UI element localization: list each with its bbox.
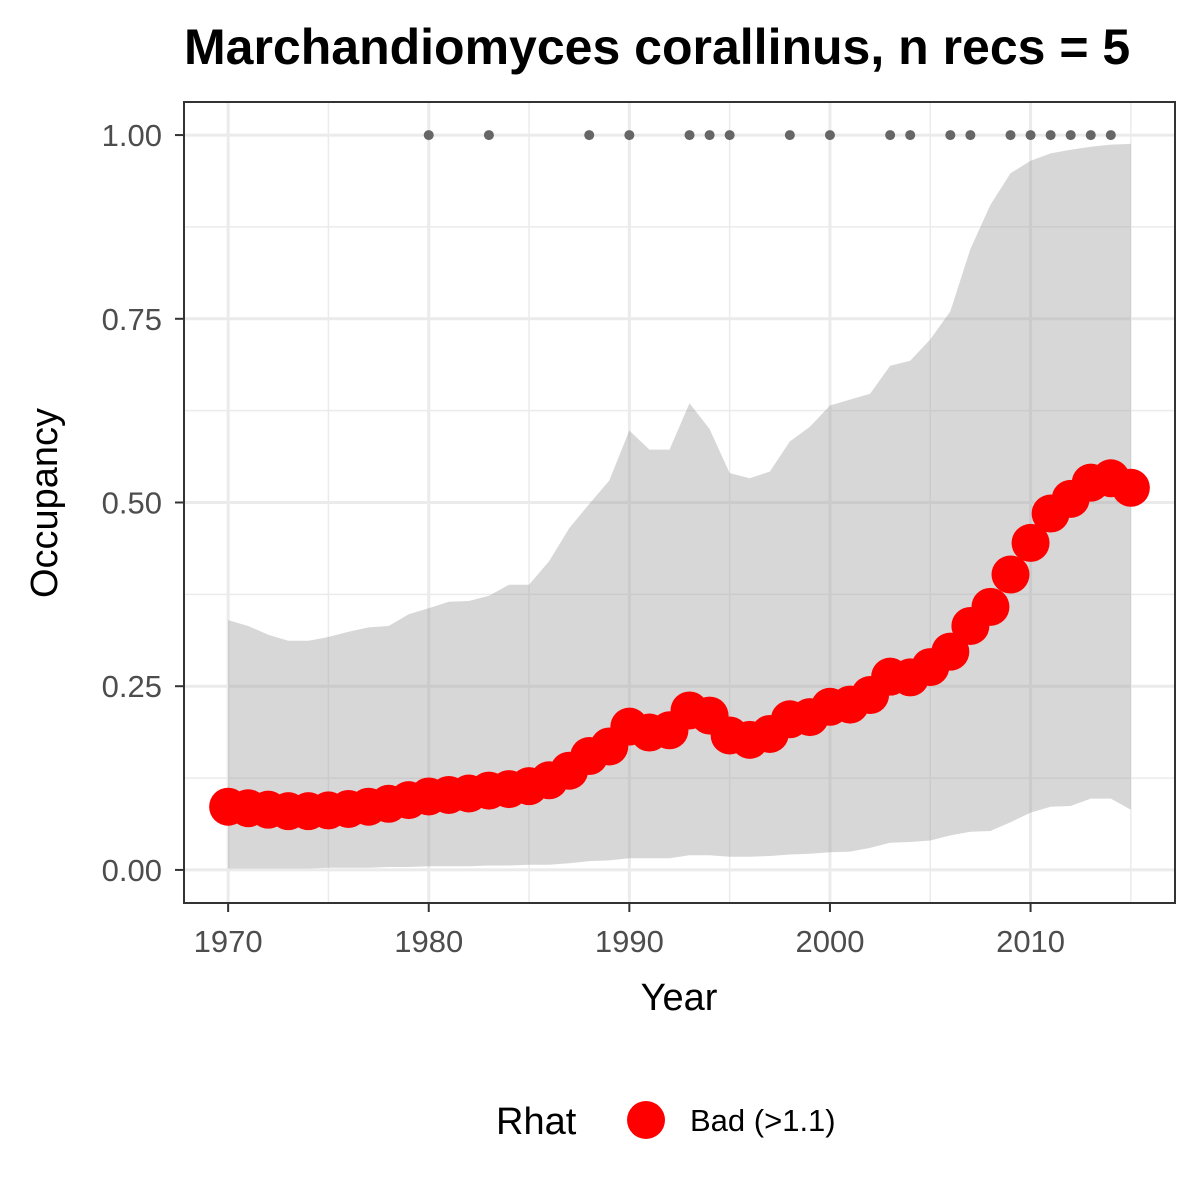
record-point bbox=[1105, 130, 1116, 141]
record-point bbox=[684, 130, 695, 141]
x-tick-label: 1970 bbox=[194, 924, 263, 959]
record-points bbox=[423, 130, 1116, 141]
occupancy-point bbox=[1111, 468, 1150, 507]
y-tick-label: 1.00 bbox=[102, 118, 162, 153]
record-point bbox=[624, 130, 635, 141]
record-point bbox=[1065, 130, 1076, 141]
x-axis-title: Year bbox=[641, 977, 718, 1019]
y-tick-label: 0.25 bbox=[102, 669, 162, 704]
legend-title: Rhat bbox=[496, 1101, 577, 1143]
y-tick-label: 0.75 bbox=[102, 302, 162, 337]
record-point bbox=[704, 130, 715, 141]
x-tick-label: 1980 bbox=[394, 924, 463, 959]
y-axis-title: Occupancy bbox=[24, 408, 66, 598]
occupancy-point bbox=[971, 587, 1010, 626]
record-point bbox=[905, 130, 916, 141]
occupancy-point bbox=[1011, 523, 1050, 562]
legend-key-bad bbox=[627, 1101, 665, 1139]
occupancy-point bbox=[991, 555, 1030, 594]
y-tick-label: 0.50 bbox=[102, 486, 162, 521]
occupancy-point bbox=[931, 632, 970, 671]
record-point bbox=[1045, 130, 1056, 141]
record-point bbox=[483, 130, 494, 141]
x-tick-label: 2010 bbox=[996, 924, 1065, 959]
record-point bbox=[945, 130, 956, 141]
y-tick-label: 0.00 bbox=[102, 853, 162, 888]
record-point bbox=[824, 130, 835, 141]
record-point bbox=[1025, 130, 1036, 141]
record-point bbox=[584, 130, 595, 141]
legend: Rhat Bad (>1.1) bbox=[496, 1101, 836, 1143]
record-point bbox=[423, 130, 434, 141]
record-point bbox=[1005, 130, 1016, 141]
record-point bbox=[724, 130, 735, 141]
record-point bbox=[965, 130, 976, 141]
chart-title: Marchandiomyces corallinus, n recs = 5 bbox=[184, 19, 1130, 75]
occupancy-points bbox=[209, 459, 1150, 831]
legend-label-bad: Bad (>1.1) bbox=[690, 1103, 836, 1138]
x-tick-label: 1990 bbox=[595, 924, 664, 959]
record-point bbox=[784, 130, 795, 141]
axes: 1970 1980 1990 2000 2010 0.00 0.25 0.50 0.75 1.00 bbox=[102, 118, 1065, 959]
record-point bbox=[1085, 130, 1096, 141]
x-tick-label: 2000 bbox=[795, 924, 864, 959]
record-point bbox=[885, 130, 896, 141]
